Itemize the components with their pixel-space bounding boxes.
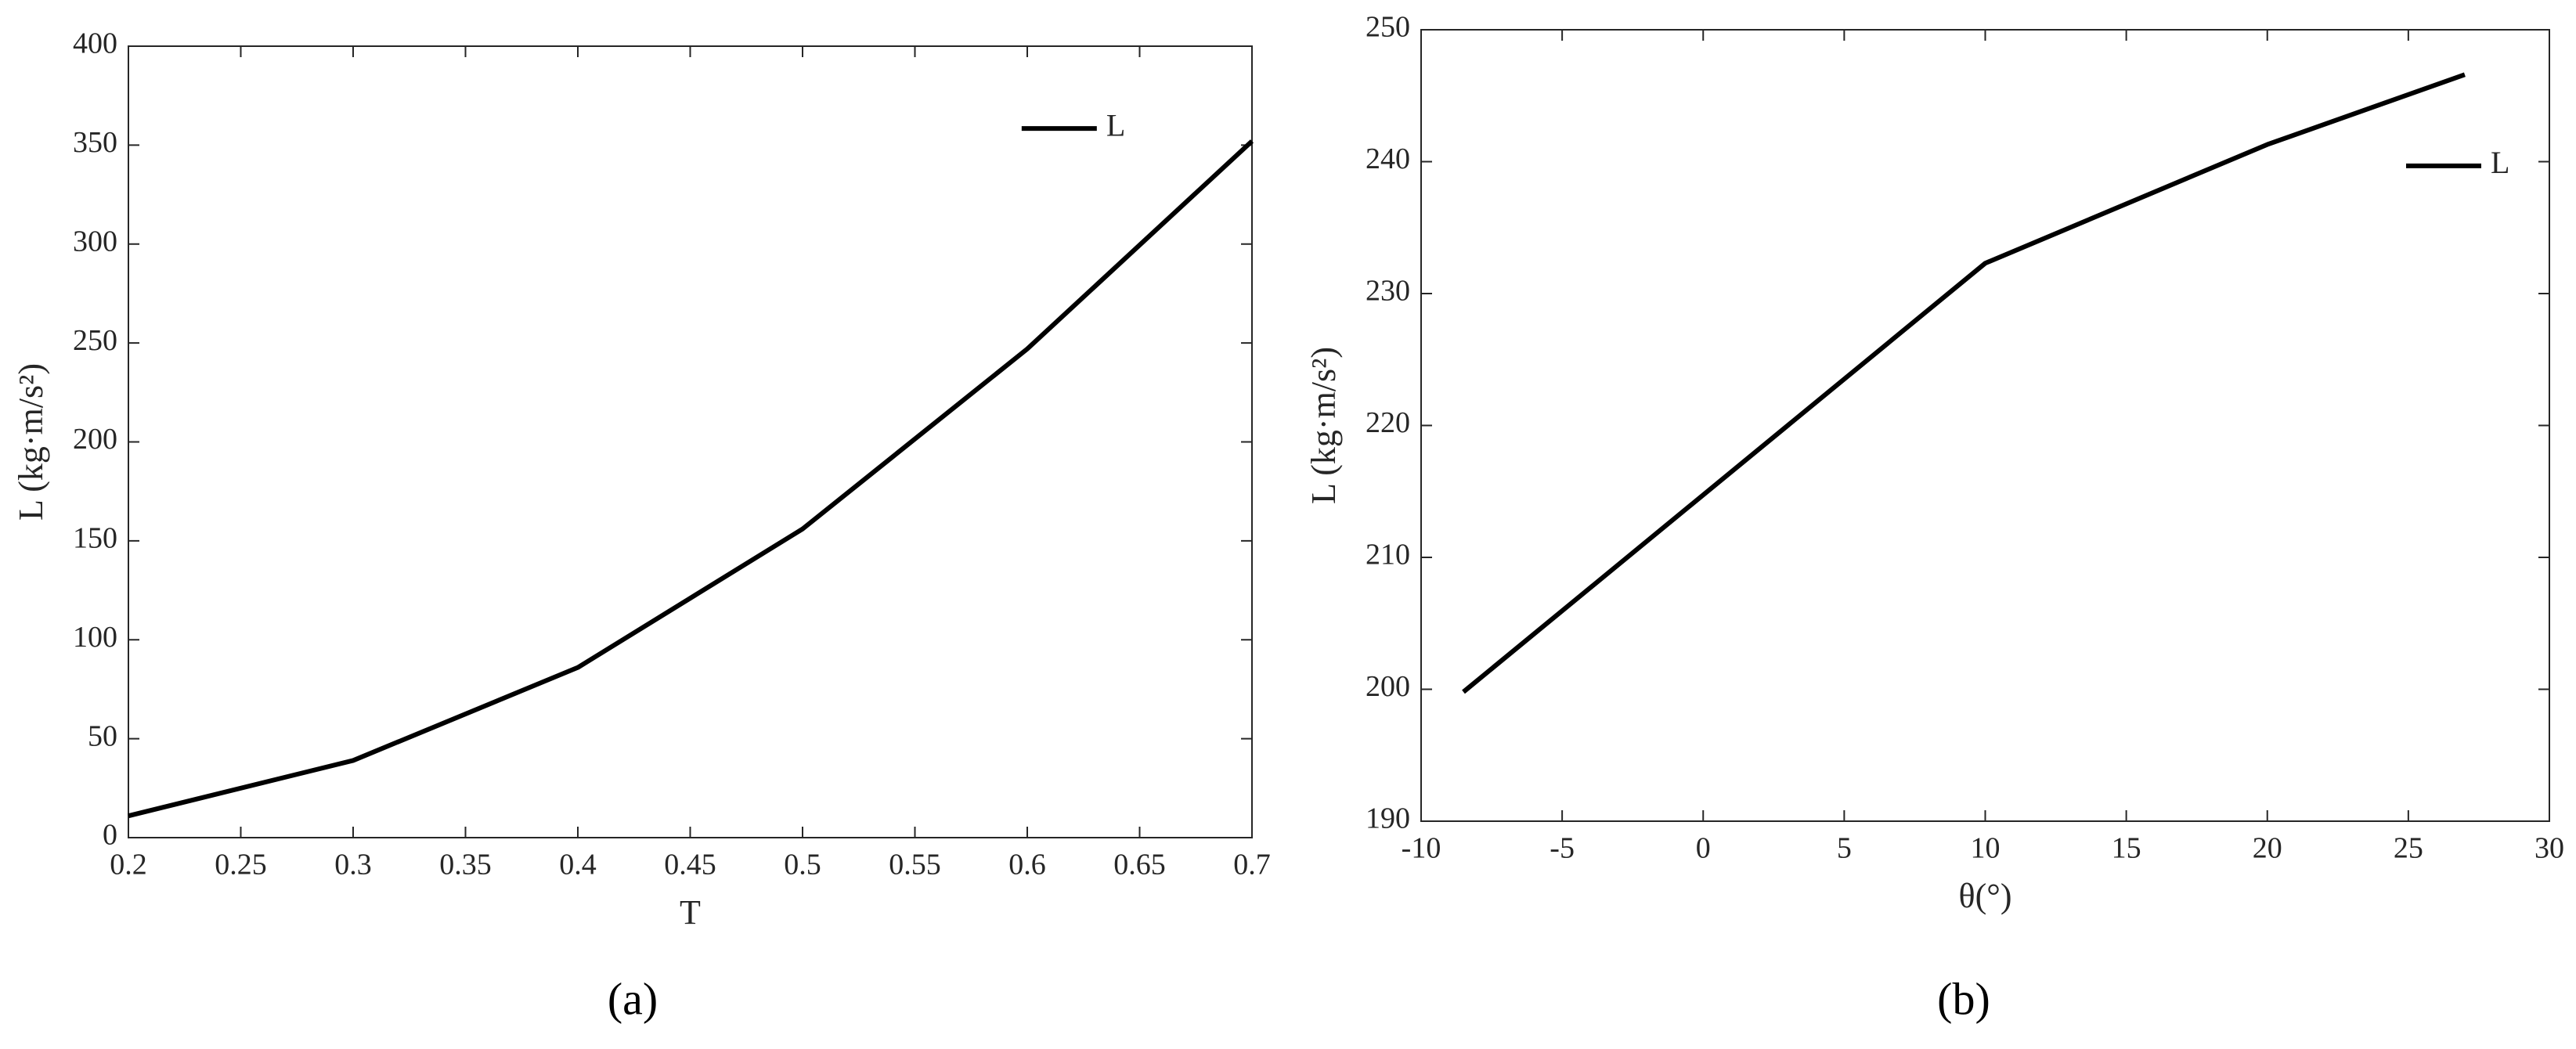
y-tick-label: 200 <box>1366 670 1410 703</box>
y-axis-label: L (kg·m/s²) <box>12 363 50 521</box>
y-tick-label: 220 <box>1366 406 1410 439</box>
x-axis-label: T <box>680 893 701 932</box>
y-tick-label: 50 <box>88 719 117 752</box>
chart: -10 -5 0 5 10 15 20 25 30 190 200 210 220 230 240 250 θ(… <box>1304 11 2564 1025</box>
x-tick-label: 0.35 <box>439 849 492 881</box>
caption: (b) <box>1937 973 1990 1024</box>
y-axis-label: L (kg·m/s²) <box>1304 347 1343 504</box>
x-axis-label: θ(°) <box>1959 877 2012 915</box>
y-tick-label: 190 <box>1366 802 1410 835</box>
x-tick-label: 5 <box>1837 832 1852 865</box>
data-line <box>1462 72 2466 694</box>
x-tick-label: 0.45 <box>664 849 716 881</box>
y-tick-label: 200 <box>73 423 117 456</box>
y-tick-label: 240 <box>1366 142 1410 175</box>
caption: (a) <box>608 973 658 1024</box>
x-tick-label: 0.7 <box>1233 849 1271 881</box>
legend-label: L <box>1106 107 1125 142</box>
x-tick-label: 0.2 <box>110 849 147 881</box>
y-tick-label: 230 <box>1366 275 1410 308</box>
y-tick-label: 250 <box>1366 11 1410 44</box>
x-tick-label: -10 <box>1402 832 1441 865</box>
x-tick-label: 0.5 <box>784 849 821 881</box>
y-tick-label: 150 <box>73 522 117 555</box>
x-tick-label: 0.4 <box>559 849 597 881</box>
x-tick-label: 0.65 <box>1113 849 1166 881</box>
y-tick-label: 250 <box>73 324 117 357</box>
x-tick-label: 25 <box>2394 832 2423 865</box>
plot-frame <box>128 45 1253 838</box>
y-tick-label: 400 <box>73 27 117 60</box>
x-tick-label: 0.6 <box>1008 849 1046 881</box>
x-tick-label: 10 <box>1971 832 2001 865</box>
y-tick-label: 0 <box>103 819 117 852</box>
y-tick-label: 210 <box>1366 539 1410 571</box>
plot-frame <box>1420 29 2550 822</box>
legend-label: L <box>2491 145 2509 180</box>
x-tick-label: -5 <box>1550 832 1575 865</box>
y-tick-label: 300 <box>73 225 117 258</box>
x-tick-label: 0.55 <box>889 849 941 881</box>
x-tick-label: 15 <box>2112 832 2141 865</box>
x-tick-label: 30 <box>2535 832 2564 865</box>
y-tick-label: 350 <box>73 126 117 159</box>
x-tick-label: 0 <box>1696 832 1711 865</box>
x-tick-label: 0.25 <box>215 849 267 881</box>
chart: 0.2 0.25 0.3 0.35 0.4 0.45 0.5 0.55 0.6 0.65 0.7 0 5… <box>12 27 1271 1025</box>
x-tick-label: 20 <box>2253 832 2282 865</box>
y-tick-label: 100 <box>73 621 117 654</box>
data-line <box>128 139 1254 819</box>
x-tick-label: 0.3 <box>334 849 372 881</box>
